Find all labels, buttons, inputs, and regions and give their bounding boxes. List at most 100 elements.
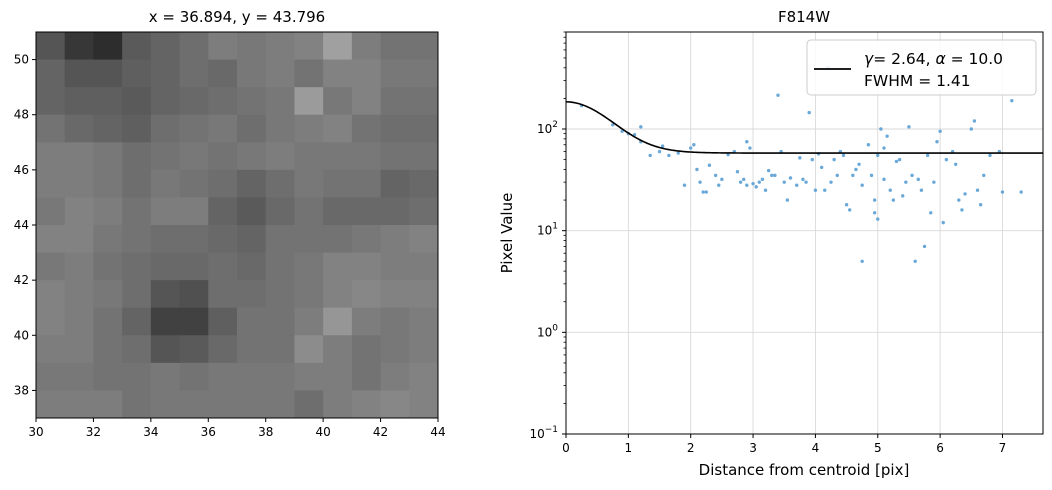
data-point (832, 157, 836, 162)
y-tick-label: 50 (14, 53, 29, 67)
data-point (745, 183, 749, 187)
heatmap-cell (323, 252, 353, 281)
heatmap-cell (122, 32, 152, 61)
heatmap-cell (208, 390, 238, 419)
heatmap-cell (150, 390, 181, 419)
heatmap-cell (122, 114, 152, 143)
heatmap-cell (294, 142, 324, 171)
heatmap-cell (351, 252, 382, 281)
data-point (929, 211, 933, 215)
heatmap-cell (265, 390, 295, 419)
heatmap-cell (179, 59, 209, 88)
heatmap-title: x = 36.894, y = 43.796 (149, 8, 325, 26)
heatmap-cell (64, 390, 94, 419)
heatmap-cell (380, 32, 410, 61)
data-point (660, 144, 665, 148)
heatmap-cell (265, 225, 295, 254)
data-point (944, 157, 949, 162)
heatmap-cell (150, 87, 181, 116)
heatmap-cell (93, 252, 123, 281)
heatmap-cell (237, 335, 267, 364)
heatmap-cell (64, 169, 94, 198)
heatmap-cell (122, 225, 152, 254)
heatmap-cell (409, 390, 439, 419)
data-point (751, 181, 755, 186)
heatmap-cell (323, 335, 353, 364)
data-point (894, 159, 899, 164)
heatmap-cell (380, 307, 410, 336)
heatmap-cell (409, 307, 439, 336)
x-tick-label: 0 (562, 441, 570, 455)
heatmap-cell (179, 252, 209, 281)
data-point (888, 188, 892, 192)
data-point (735, 170, 740, 174)
heatmap-cell (380, 252, 410, 281)
heatmap-cell (179, 142, 209, 171)
heatmap-cell (36, 252, 66, 281)
heatmap-cell (93, 280, 123, 309)
heatmap-cell (237, 59, 267, 88)
heatmap-panel: x = 36.894, y = 43.796 30 32 34 36 38 40 42 44 … (14, 8, 446, 439)
heatmap-cell (36, 169, 66, 198)
data-point (922, 244, 927, 249)
heatmap-cell (294, 114, 324, 143)
data-point (676, 151, 680, 155)
y-tick-label: 44 (14, 218, 29, 232)
data-point (835, 173, 839, 178)
data-point (882, 177, 886, 182)
y-tick-label: 100 (537, 323, 558, 339)
data-point (872, 198, 877, 202)
data-point (876, 217, 880, 221)
data-point (925, 153, 930, 158)
heatmap-cell (351, 59, 382, 88)
heatmap-cell (380, 114, 410, 143)
heatmap-cell (179, 280, 209, 309)
data-point (916, 177, 920, 182)
heatmap-cell (409, 142, 439, 171)
heatmap-cell (265, 197, 295, 226)
heatmap-cell (93, 59, 123, 88)
data-point (913, 259, 917, 263)
data-point (648, 153, 652, 158)
heatmap-cell (323, 142, 353, 171)
heatmap-cell (409, 197, 439, 226)
data-point (823, 188, 827, 192)
heatmap-cell (265, 307, 295, 336)
heatmap-cell (150, 335, 181, 364)
data-point (872, 211, 877, 215)
heatmap-cell (294, 390, 324, 419)
heatmap-cell (64, 280, 94, 309)
x-tick-label: 34 (143, 425, 158, 439)
heatmap-cell (93, 142, 123, 171)
heatmap-cell (380, 87, 410, 116)
data-point (692, 143, 696, 147)
heatmap-cell (150, 114, 181, 143)
heatmap-cell (64, 362, 94, 391)
heatmap-cell (64, 252, 94, 281)
heatmap-cell (265, 335, 295, 364)
heatmap-cell (351, 335, 382, 364)
heatmap-cell (208, 114, 238, 143)
data-point (745, 140, 749, 144)
heatmap-cell (265, 32, 295, 61)
data-point (795, 183, 799, 187)
heatmap-cell (122, 252, 152, 281)
heatmap-cell (294, 197, 324, 226)
heatmap-cell (409, 225, 439, 254)
data-point (748, 146, 752, 150)
data-point (876, 153, 880, 158)
legend-alpha-symbol: α (935, 50, 945, 68)
heatmap-cell (323, 114, 353, 143)
data-point (763, 188, 768, 192)
heatmap-cell (294, 280, 324, 309)
data-point (698, 180, 702, 184)
legend-gamma-symbol: γ (864, 50, 874, 68)
heatmap-cell (208, 32, 238, 61)
heatmap-cell (265, 142, 295, 171)
profile-panel: F814W 0 1 2 3 4 5 6 7 10−1 100 101 102 Distance fr… (498, 8, 1044, 479)
heatmap-cell (179, 335, 209, 364)
heatmap-cell (380, 362, 410, 391)
data-point (957, 198, 961, 202)
data-point (1000, 190, 1005, 194)
legend-gamma-value: = 2.64, (873, 50, 935, 68)
